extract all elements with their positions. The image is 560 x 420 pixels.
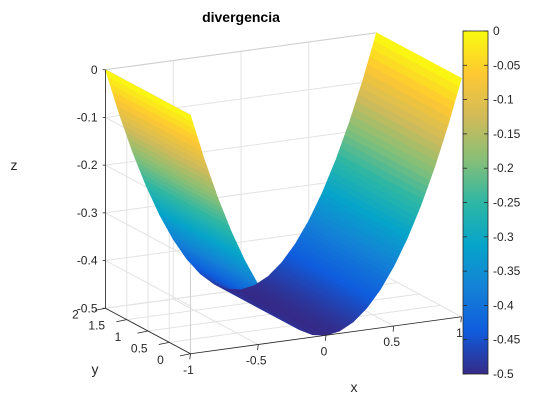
- x-tick-mark: [392, 325, 395, 332]
- x-tick-label: -0.5: [246, 354, 267, 368]
- y-tick-label: 0: [157, 353, 164, 367]
- colorbar-tick-label: -0.4: [493, 298, 514, 312]
- z-axis-label: z: [11, 157, 18, 173]
- colorbar-ticks: 0 -0.05 -0.1 -0.15 -0.2 -0.25 -0.3 -0.35 -0.4 -0.…: [463, 24, 521, 381]
- x-tick-label: -1: [183, 363, 194, 377]
- grid-line: [105, 212, 191, 259]
- z-tick-label: -0.1: [77, 110, 98, 124]
- colorbar-tick-label: -0.25: [493, 196, 521, 210]
- x-axis-label: x: [351, 379, 358, 395]
- x-tick-mark: [189, 353, 191, 360]
- colorbar-tick-label: -0.1: [493, 93, 514, 107]
- colorbar-tick-label: -0.45: [493, 333, 521, 347]
- grid-line: [105, 260, 191, 307]
- z-tick-label: -0.2: [77, 158, 98, 172]
- colorbar-gradient: [462, 30, 489, 375]
- x-tick-mark: [324, 335, 327, 341]
- x-tick-label: 1: [456, 326, 463, 340]
- z-tick-label: -0.3: [77, 206, 98, 220]
- z-tick-label: -0.5: [77, 301, 98, 315]
- y-tick-mark: [158, 341, 170, 345]
- y-tick-mark: [137, 330, 149, 334]
- y-tick-label: 1: [115, 330, 122, 344]
- z-axis-ticks: -0.5 -0.4 -0.3 -0.2 -0.1 0: [77, 63, 106, 315]
- colorbar-tick-label: -0.35: [493, 264, 521, 278]
- x-tick-label: 0: [321, 344, 328, 358]
- colorbar-tick-label: 0: [493, 24, 500, 38]
- y-tick-label: 2: [72, 307, 79, 321]
- surface-strip: [373, 32, 462, 87]
- y-axis-ticks: 0 0.5 1 1.5 2: [72, 307, 191, 367]
- grid-line: [105, 32, 377, 71]
- colorbar-tick-label: -0.3: [493, 230, 514, 244]
- y-tick-label: 1.5: [88, 319, 105, 333]
- colorbar-tick-label: -0.5: [493, 367, 514, 381]
- colorbar-tick-label: -0.05: [493, 58, 521, 72]
- y-axis-label: y: [92, 361, 99, 377]
- y-tick-mark: [179, 353, 191, 357]
- x-tick-mark: [460, 316, 462, 323]
- z-tick-label: 0: [91, 63, 98, 77]
- z-tick-label: -0.4: [77, 254, 98, 268]
- y-tick-mark: [116, 319, 127, 323]
- surface-plot: [104, 32, 462, 336]
- colorbar-tick-label: -0.15: [493, 127, 521, 141]
- colorbar-tick-label: -0.2: [493, 161, 514, 175]
- y-tick-label: 0.5: [131, 341, 148, 355]
- x-axis-ticks: -1 -0.5 0 0.5 1: [183, 316, 463, 377]
- x-tick-mark: [257, 344, 259, 351]
- colorbar: 0 -0.05 -0.1 -0.15 -0.2 -0.25 -0.3 -0.35 -0.4 -0.…: [462, 24, 521, 381]
- x-tick-label: 0.5: [383, 335, 400, 349]
- chart-title: divergencia: [202, 9, 280, 25]
